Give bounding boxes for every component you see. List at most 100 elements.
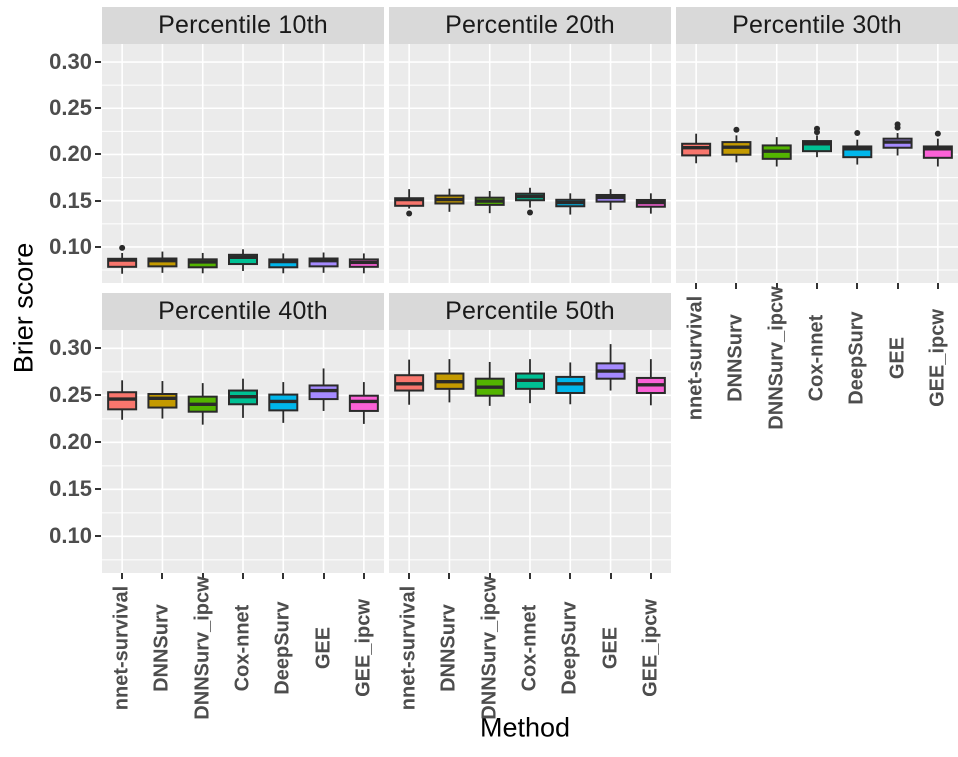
box-DNNSurv_ipcw [761, 137, 792, 167]
panel-percentile-50th [389, 330, 671, 573]
box-GEE [595, 344, 626, 391]
outlier-point [934, 130, 941, 137]
x-tick-mark [936, 283, 939, 289]
box-DeepSurv [268, 253, 299, 274]
x-tick-mark [282, 573, 285, 579]
box-DNNSurv_ipcw [474, 191, 505, 214]
box-Cox-nnet [228, 378, 258, 418]
box-DeepSurv [555, 362, 586, 405]
x-tick-label-Cox-nnet: Cox-nnet [518, 604, 541, 692]
box-GEE [882, 121, 913, 156]
box-nnet-survival [107, 244, 138, 274]
box-DeepSurv [555, 193, 586, 215]
box-nnet-survival [394, 189, 425, 217]
outlier-point [119, 244, 126, 251]
y-tick-label: 0.25 [49, 382, 92, 408]
x-tick-label-GEE: GEE [599, 626, 622, 670]
y-tick-mark [95, 61, 101, 64]
y-tick-label: 0.15 [49, 187, 92, 213]
box-GEE_ipcw [922, 130, 953, 167]
x-tick-mark [609, 573, 612, 579]
x-axis-title: Method [479, 712, 571, 743]
y-tick-mark [95, 153, 101, 156]
y-tick-label: 0.10 [49, 523, 92, 549]
panel-percentile-20th [389, 44, 671, 283]
box-GEE_ipcw [348, 382, 379, 424]
box-DNNSurv [147, 381, 178, 419]
x-tick-mark [362, 573, 365, 579]
y-tick-label: 0.10 [49, 233, 92, 259]
x-tick-mark [448, 573, 451, 579]
x-tick-mark [322, 573, 325, 579]
x-tick-label-DeepSurv: DeepSurv [558, 601, 581, 695]
y-tick-mark [95, 535, 101, 538]
x-tick-label-DNNSurv: DNNSurv [724, 314, 747, 402]
x-tick-label-DNNSurv: DNNSurv [437, 604, 460, 692]
x-tick-label-DNNSurv: DNNSurv [150, 604, 173, 692]
facet-strip: Percentile 40th [102, 293, 384, 330]
x-tick-mark [896, 283, 899, 289]
x-tick-label-GEE_ipcw: GEE_ipcw [352, 599, 375, 697]
y-tick-mark [95, 394, 101, 397]
x-tick-label-Cox-nnet: Cox-nnet [805, 314, 828, 402]
box-Cox-nnet [515, 187, 545, 216]
box-DNNSurv [721, 126, 752, 163]
y-tick-mark [95, 107, 101, 110]
outlier-point [854, 130, 861, 137]
box-nnet-survival [394, 359, 425, 405]
x-tick-mark [816, 283, 818, 289]
x-tick-mark [735, 283, 738, 289]
x-tick-label-nnet-survival: nnet-survival [110, 585, 133, 711]
x-tick-mark [488, 573, 491, 579]
x-tick-mark [408, 573, 411, 579]
outlier-point [527, 209, 533, 216]
x-tick-mark [649, 573, 652, 579]
x-tick-label-nnet-survival: nnet-survival [397, 585, 420, 711]
x-tick-label-DNNSurv_ipcw: DNNSurv_ipcw [478, 576, 501, 720]
x-tick-label-GEE: GEE [312, 626, 335, 670]
y-tick-mark [95, 488, 101, 491]
y-tick-mark [95, 347, 101, 350]
y-tick-mark [95, 199, 101, 202]
x-tick-label-GEE: GEE [886, 336, 909, 380]
x-tick-mark [242, 573, 244, 579]
x-tick-label-Cox-nnet: Cox-nnet [231, 604, 254, 692]
x-tick-label-GEE_ipcw: GEE_ipcw [639, 599, 662, 697]
x-tick-label-DNNSurv_ipcw: DNNSurv_ipcw [765, 286, 788, 430]
y-tick-label: 0.30 [49, 49, 92, 75]
box-DeepSurv [842, 130, 873, 165]
box-DNNSurv [434, 188, 465, 212]
x-tick-mark [775, 283, 778, 289]
box-DNNSurv_ipcw [187, 383, 218, 425]
box-DeepSurv [268, 382, 299, 423]
box-Cox-nnet [802, 125, 832, 158]
x-tick-mark [121, 573, 124, 579]
outlier-point [406, 210, 413, 217]
x-tick-mark [161, 573, 164, 579]
box-Cox-nnet [515, 359, 545, 404]
box-nnet-survival [681, 133, 712, 164]
box-GEE [595, 189, 626, 210]
box-GEE_ipcw [635, 193, 666, 214]
y-tick-label: 0.20 [49, 141, 92, 167]
box-nnet-survival [107, 380, 138, 420]
x-tick-label-GEE_ipcw: GEE_ipcw [926, 309, 949, 407]
facet-strip: Percentile 30th [676, 7, 958, 44]
x-tick-mark [529, 573, 531, 579]
box-GEE [308, 368, 339, 411]
box-Cox-nnet [228, 249, 258, 271]
facet-strip: Percentile 20th [389, 7, 671, 44]
x-tick-label-DeepSurv: DeepSurv [845, 311, 868, 405]
y-tick-label: 0.25 [49, 95, 92, 121]
box-DNNSurv_ipcw [187, 252, 218, 274]
outlier-point [894, 121, 901, 128]
panel-percentile-30th [676, 44, 958, 283]
y-tick-mark [95, 245, 101, 248]
box-GEE_ipcw [635, 359, 666, 406]
panel-percentile-40th [102, 330, 384, 573]
x-tick-label-DNNSurv_ipcw: DNNSurv_ipcw [191, 576, 214, 720]
x-tick-mark [201, 573, 204, 579]
outlier-point [733, 126, 740, 133]
facet-strip: Percentile 50th [389, 293, 671, 330]
